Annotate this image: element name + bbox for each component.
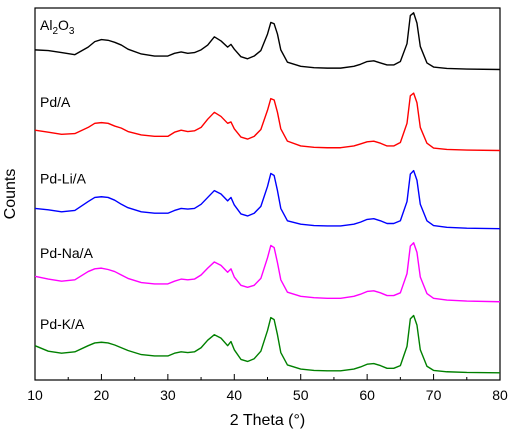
series-line-al2o3 — [34, 12, 501, 71]
x-tick-label-60: 60 — [359, 387, 375, 403]
x-tick-label-50: 50 — [293, 387, 309, 403]
x-axis-title: 2 Theta (°) — [230, 412, 305, 429]
x-tick-label-30: 30 — [160, 387, 176, 403]
series-line-pd-li-a — [34, 169, 501, 230]
series-label-pd-a: Pd/A — [40, 94, 71, 110]
series-line-pd-a — [34, 92, 501, 152]
series-group — [34, 12, 501, 374]
y-axis-title: Counts — [2, 169, 19, 220]
x-tick-label-40: 40 — [226, 387, 242, 403]
plot-frame — [34, 7, 501, 381]
x-axis: 10 20 30 40 50 60 70 80 — [27, 374, 508, 403]
series-label-pd-na-a: Pd-Na/A — [40, 245, 94, 261]
x-tick-label-80: 80 — [492, 387, 508, 403]
series-label-pd-k-a: Pd-K/A — [40, 316, 85, 332]
plot-area — [34, 7, 501, 381]
series-labels: Al2O3 Pd/A Pd-Li/A Pd-Na/A Pd-K/A — [40, 17, 94, 332]
x-tick-label-10: 10 — [27, 387, 43, 403]
x-tick-label-20: 20 — [94, 387, 110, 403]
series-label-pd-li-a: Pd-Li/A — [40, 171, 87, 187]
series-line-pd-k-a — [34, 314, 501, 374]
series-label-al2o3: Al2O3 — [40, 17, 75, 37]
x-tick-label-70: 70 — [426, 387, 442, 403]
series-line-pd-na-a — [34, 242, 501, 303]
